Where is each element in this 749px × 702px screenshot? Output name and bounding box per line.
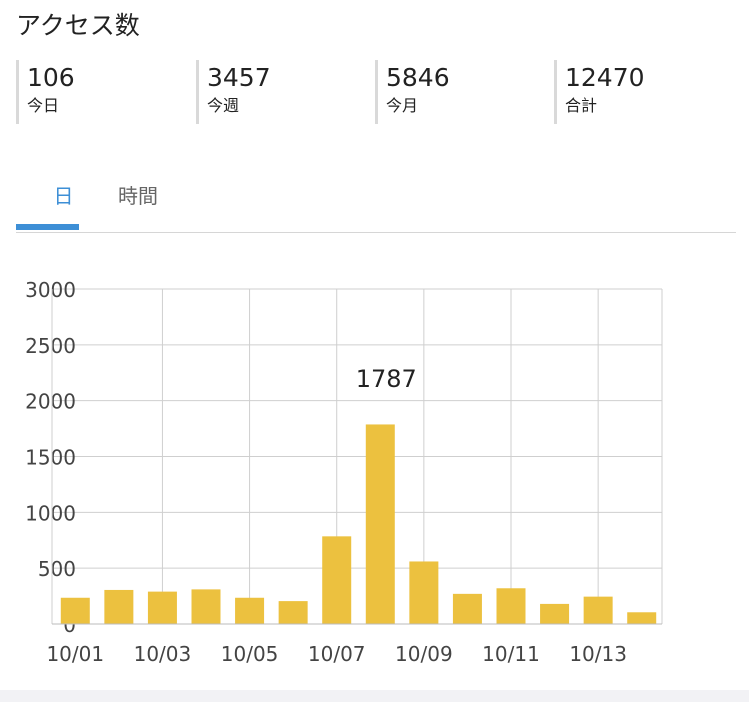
bar — [104, 589, 134, 624]
y-tick-label: 2000 — [25, 390, 76, 414]
bar — [540, 603, 570, 624]
stats-summary: 106 今日 3457 今週 5846 今月 12470 合計 — [16, 60, 736, 126]
period-tabs: 日 時間 — [16, 170, 736, 233]
stat-this-week: 3457 今週 — [196, 60, 271, 124]
y-tick-label: 2500 — [25, 334, 76, 358]
stat-label: 今月 — [386, 96, 419, 115]
x-tick-label: 10/01 — [46, 642, 104, 666]
y-tick-label: 1000 — [25, 501, 76, 525]
bar — [496, 588, 526, 624]
bar — [583, 596, 613, 624]
stat-this-month: 5846 今月 — [375, 60, 450, 124]
x-tick-label: 10/03 — [134, 642, 192, 666]
x-tick-label: 10/07 — [308, 642, 366, 666]
tab-hour[interactable]: 時間 — [118, 184, 158, 208]
bar — [147, 591, 177, 624]
bar — [452, 593, 482, 624]
x-tick-label: 10/09 — [395, 642, 453, 666]
bar — [322, 536, 352, 624]
bar — [365, 424, 395, 624]
x-tick-label: 10/11 — [482, 642, 540, 666]
stat-label: 合計 — [565, 96, 598, 115]
bar — [60, 597, 90, 624]
bar — [191, 589, 221, 624]
stat-label: 今日 — [27, 96, 60, 115]
stat-today: 106 今日 — [16, 60, 75, 124]
stat-value: 3457 — [207, 63, 271, 92]
stat-total: 12470 合計 — [554, 60, 645, 124]
x-tick-label: 10/05 — [221, 642, 279, 666]
y-tick-label: 1500 — [25, 446, 76, 470]
x-tick-label: 10/13 — [569, 642, 627, 666]
footer-strip — [0, 690, 749, 702]
page-title: アクセス数 — [16, 11, 140, 40]
tab-day[interactable]: 日 — [53, 184, 74, 208]
y-tick-label: 3000 — [25, 278, 76, 302]
bar — [409, 561, 439, 624]
stat-label: 今週 — [207, 96, 240, 115]
bar — [627, 612, 657, 624]
stat-value: 106 — [27, 63, 75, 92]
y-tick-label: 500 — [38, 557, 76, 581]
stat-value: 12470 — [565, 63, 645, 92]
bar — [278, 601, 308, 624]
bar — [235, 597, 265, 624]
stat-value: 5846 — [386, 63, 450, 92]
data-label: 1787 — [356, 365, 417, 393]
active-tab-indicator — [16, 224, 79, 230]
